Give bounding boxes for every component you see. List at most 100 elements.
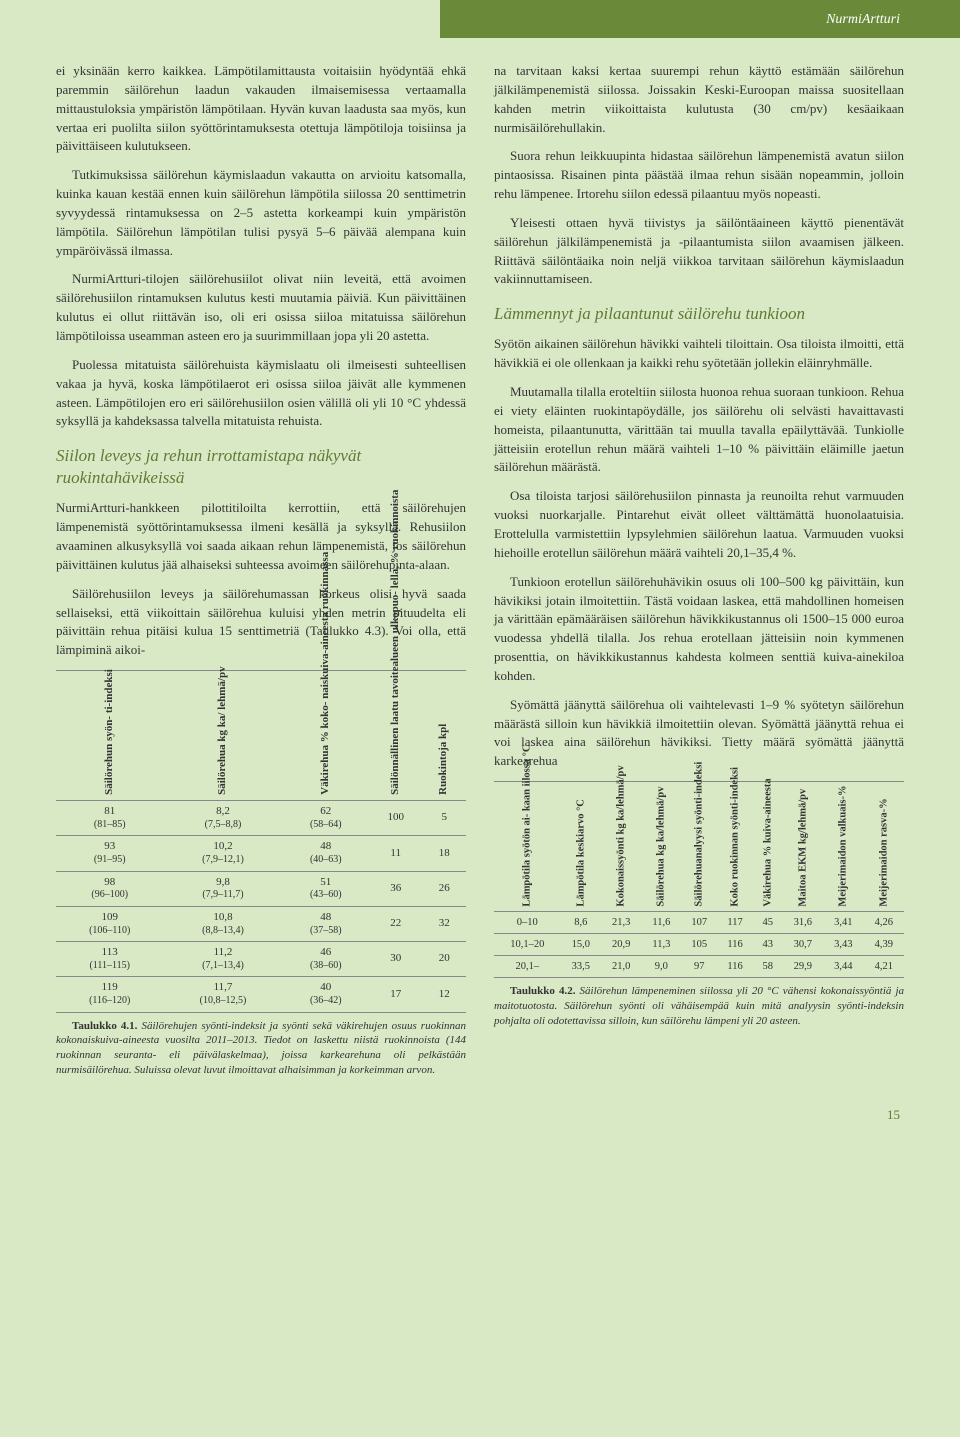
col-header: Väkirehua % koko- naiskuiva-aineesta ruo…	[283, 671, 369, 801]
table-caption: Taulukko 4.2. Säilörehun lämpeneminen si…	[494, 984, 904, 1029]
cell: 117	[717, 912, 752, 934]
body-para: Tutkimuksissa säilörehun käymislaadun va…	[56, 166, 466, 260]
table-row: 113(111–115)11,2(7,1–13,4)46(38–60)3020	[56, 942, 466, 977]
cell: 20,1–	[494, 956, 561, 978]
cell: 8,6	[561, 912, 601, 934]
cell: 0–10	[494, 912, 561, 934]
cell: 4,26	[864, 912, 904, 934]
table-header-row: Lämpötila syötön ai- kaan iilossa °C Läm…	[494, 782, 904, 912]
cell: 3,44	[823, 956, 863, 978]
cell: 20	[422, 942, 466, 977]
cell: 40(36–42)	[283, 977, 369, 1012]
col-header: Säilörehuanalyysi syönti-indeksi	[681, 782, 717, 912]
col-header: Lämpötila keskiarvo °C	[561, 782, 601, 912]
body-para: Syötön aikainen säilörehun hävikki vaiht…	[494, 335, 904, 373]
table-row: 0–108,621,311,61071174531,63,414,26	[494, 912, 904, 934]
table-row: 98(96–100)9,8(7,9–11,7)51(43–60)3626	[56, 871, 466, 906]
body-para: na tarvitaan kaksi kertaa suurempi rehun…	[494, 62, 904, 137]
header-stripe: NurmiArtturi	[0, 0, 960, 38]
cell: 46(38–60)	[283, 942, 369, 977]
cell: 26	[422, 871, 466, 906]
body-para: Puolessa mitatuista säilörehuista käymis…	[56, 356, 466, 431]
cell: 9,8(7,9–11,7)	[163, 871, 282, 906]
cell: 119(116–120)	[56, 977, 163, 1012]
cell: 116	[717, 934, 752, 956]
col-header: Maitoa EKM kg/lehmä/pv	[783, 782, 823, 912]
table-row: 119(116–120)11,7(10,8–12,5)40(36–42)1712	[56, 977, 466, 1012]
cell: 11,6	[641, 912, 681, 934]
cell: 116	[717, 956, 752, 978]
col-header: Kokonaissyönti kg ka/lehmä/pv	[601, 782, 641, 912]
page-body: ei yksinään kerro kaikkea. Lämpötilamitt…	[0, 38, 960, 1157]
cell: 100	[369, 801, 422, 836]
left-column: ei yksinään kerro kaikkea. Lämpötilamitt…	[56, 62, 466, 1088]
body-para: Suora rehun leikkuupinta hidastaa säilör…	[494, 147, 904, 204]
cell: 58	[753, 956, 783, 978]
cell: 107	[681, 912, 717, 934]
table-caption: Taulukko 4.1. Säilörehujen syönti-indeks…	[56, 1019, 466, 1078]
cell: 51(43–60)	[283, 871, 369, 906]
cell: 10,2(7,9–12,1)	[163, 836, 282, 871]
table-row: 109(106–110)10,8(8,8–13,4)48(37–58)2232	[56, 906, 466, 941]
cell: 21,3	[601, 912, 641, 934]
section-heading: Siilon leveys ja rehun irrottamistapa nä…	[56, 445, 466, 489]
body-para: NurmiArtturi-hankkeen pilottitiloilta ke…	[56, 499, 466, 574]
cell: 21,0	[601, 956, 641, 978]
table-row: 81(81–85)8,2(7,5–8,8)62(58–64)1005	[56, 801, 466, 836]
cell: 3,43	[823, 934, 863, 956]
col-header: Meijerimaidon rasva-%	[864, 782, 904, 912]
col-header: Säilörehua kg ka/lehmä/pv	[641, 782, 681, 912]
cell: 15,0	[561, 934, 601, 956]
body-para: Tunkioon erotellun säilörehuhävikin osuu…	[494, 573, 904, 686]
body-para: NurmiArtturi-tilojen säilörehusiilot oli…	[56, 270, 466, 345]
cell: 98(96–100)	[56, 871, 163, 906]
cell: 20,9	[601, 934, 641, 956]
caption-label: Taulukko 4.1.	[72, 1020, 137, 1032]
cell: 32	[422, 906, 466, 941]
table-row: 10,1–2015,020,911,31051164330,73,434,39	[494, 934, 904, 956]
section-heading: Lämmennyt ja pilaantunut säilörehu tunki…	[494, 303, 904, 325]
col-header: Säilörehua kg ka/ lehmä/pv	[163, 671, 282, 801]
cell: 62(58–64)	[283, 801, 369, 836]
cell: 45	[753, 912, 783, 934]
cell: 93(91–95)	[56, 836, 163, 871]
two-column-layout: ei yksinään kerro kaikkea. Lämpötilamitt…	[56, 62, 904, 1088]
cell: 10,1–20	[494, 934, 561, 956]
cell: 5	[422, 801, 466, 836]
body-para: Säilörehusiilon leveys ja säilörehumassa…	[56, 585, 466, 660]
body-para: Yleisesti ottaen hyvä tiivistys ja säilö…	[494, 214, 904, 289]
cell: 9,0	[641, 956, 681, 978]
col-header: Säilönnällinen laatu tavoitealueen ulkop…	[369, 671, 422, 801]
cell: 81(81–85)	[56, 801, 163, 836]
cell: 97	[681, 956, 717, 978]
cell: 10,8(8,8–13,4)	[163, 906, 282, 941]
cell: 29,9	[783, 956, 823, 978]
cell: 11,3	[641, 934, 681, 956]
cell: 31,6	[783, 912, 823, 934]
body-para: ei yksinään kerro kaikkea. Lämpötilamitt…	[56, 62, 466, 156]
table-4-1: Säilörehun syön- ti-indeksi Säilörehua k…	[56, 670, 466, 1013]
cell: 12	[422, 977, 466, 1012]
page-number: 15	[56, 1106, 904, 1125]
table-row: 93(91–95)10,2(7,9–12,1)48(40–63)1118	[56, 836, 466, 871]
cell: 43	[753, 934, 783, 956]
col-header: Ruokintoja kpl	[422, 671, 466, 801]
table-4-2: Lämpötila syötön ai- kaan iilossa °C Läm…	[494, 781, 904, 978]
cell: 30	[369, 942, 422, 977]
col-header: Säilörehun syön- ti-indeksi	[56, 671, 163, 801]
cell: 33,5	[561, 956, 601, 978]
cell: 17	[369, 977, 422, 1012]
cell: 30,7	[783, 934, 823, 956]
cell: 109(106–110)	[56, 906, 163, 941]
caption-label: Taulukko 4.2.	[510, 985, 575, 997]
body-para: Osa tiloista tarjosi säilörehusiilon pin…	[494, 487, 904, 562]
cell: 4,39	[864, 934, 904, 956]
cell: 11,2(7,1–13,4)	[163, 942, 282, 977]
cell: 36	[369, 871, 422, 906]
cell: 22	[369, 906, 422, 941]
cell: 4,21	[864, 956, 904, 978]
col-header: Väkirehua % kuiva-aineesta	[753, 782, 783, 912]
col-header: Lämpötila syötön ai- kaan iilossa °C	[494, 782, 561, 912]
table-header-row: Säilörehun syön- ti-indeksi Säilörehua k…	[56, 671, 466, 801]
cell: 113(111–115)	[56, 942, 163, 977]
